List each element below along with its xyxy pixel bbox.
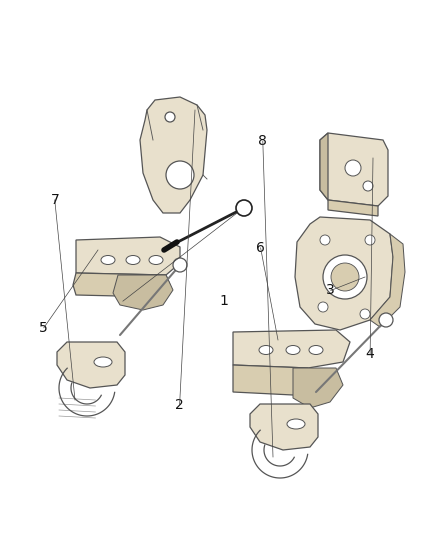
Circle shape <box>318 302 328 312</box>
Polygon shape <box>250 404 318 450</box>
Text: 1: 1 <box>220 294 229 308</box>
Text: 7: 7 <box>50 193 59 207</box>
Polygon shape <box>295 217 393 330</box>
Polygon shape <box>233 330 350 368</box>
Polygon shape <box>328 200 378 216</box>
Circle shape <box>379 313 393 327</box>
Text: 4: 4 <box>366 348 374 361</box>
Polygon shape <box>320 133 388 206</box>
Polygon shape <box>320 133 328 200</box>
Ellipse shape <box>149 255 163 264</box>
Polygon shape <box>233 365 308 395</box>
Polygon shape <box>293 368 343 408</box>
Text: 3: 3 <box>326 284 335 297</box>
Ellipse shape <box>101 255 115 264</box>
Circle shape <box>331 263 359 291</box>
Ellipse shape <box>259 345 273 354</box>
Circle shape <box>165 112 175 122</box>
Polygon shape <box>370 234 405 327</box>
Ellipse shape <box>94 357 112 367</box>
Circle shape <box>345 160 361 176</box>
Polygon shape <box>140 97 207 213</box>
Ellipse shape <box>126 255 140 264</box>
Circle shape <box>166 161 194 189</box>
Polygon shape <box>57 342 125 388</box>
Polygon shape <box>76 237 180 275</box>
Text: 5: 5 <box>39 321 48 335</box>
Ellipse shape <box>286 345 300 354</box>
Polygon shape <box>113 275 173 310</box>
Circle shape <box>173 258 187 272</box>
Circle shape <box>365 235 375 245</box>
Text: 6: 6 <box>256 241 265 255</box>
Circle shape <box>360 309 370 319</box>
Circle shape <box>236 200 252 216</box>
Ellipse shape <box>287 419 305 429</box>
Text: 2: 2 <box>175 398 184 412</box>
Ellipse shape <box>309 345 323 354</box>
Circle shape <box>363 181 373 191</box>
Polygon shape <box>73 273 170 297</box>
Circle shape <box>320 235 330 245</box>
Circle shape <box>323 255 367 299</box>
Text: 8: 8 <box>258 134 267 148</box>
